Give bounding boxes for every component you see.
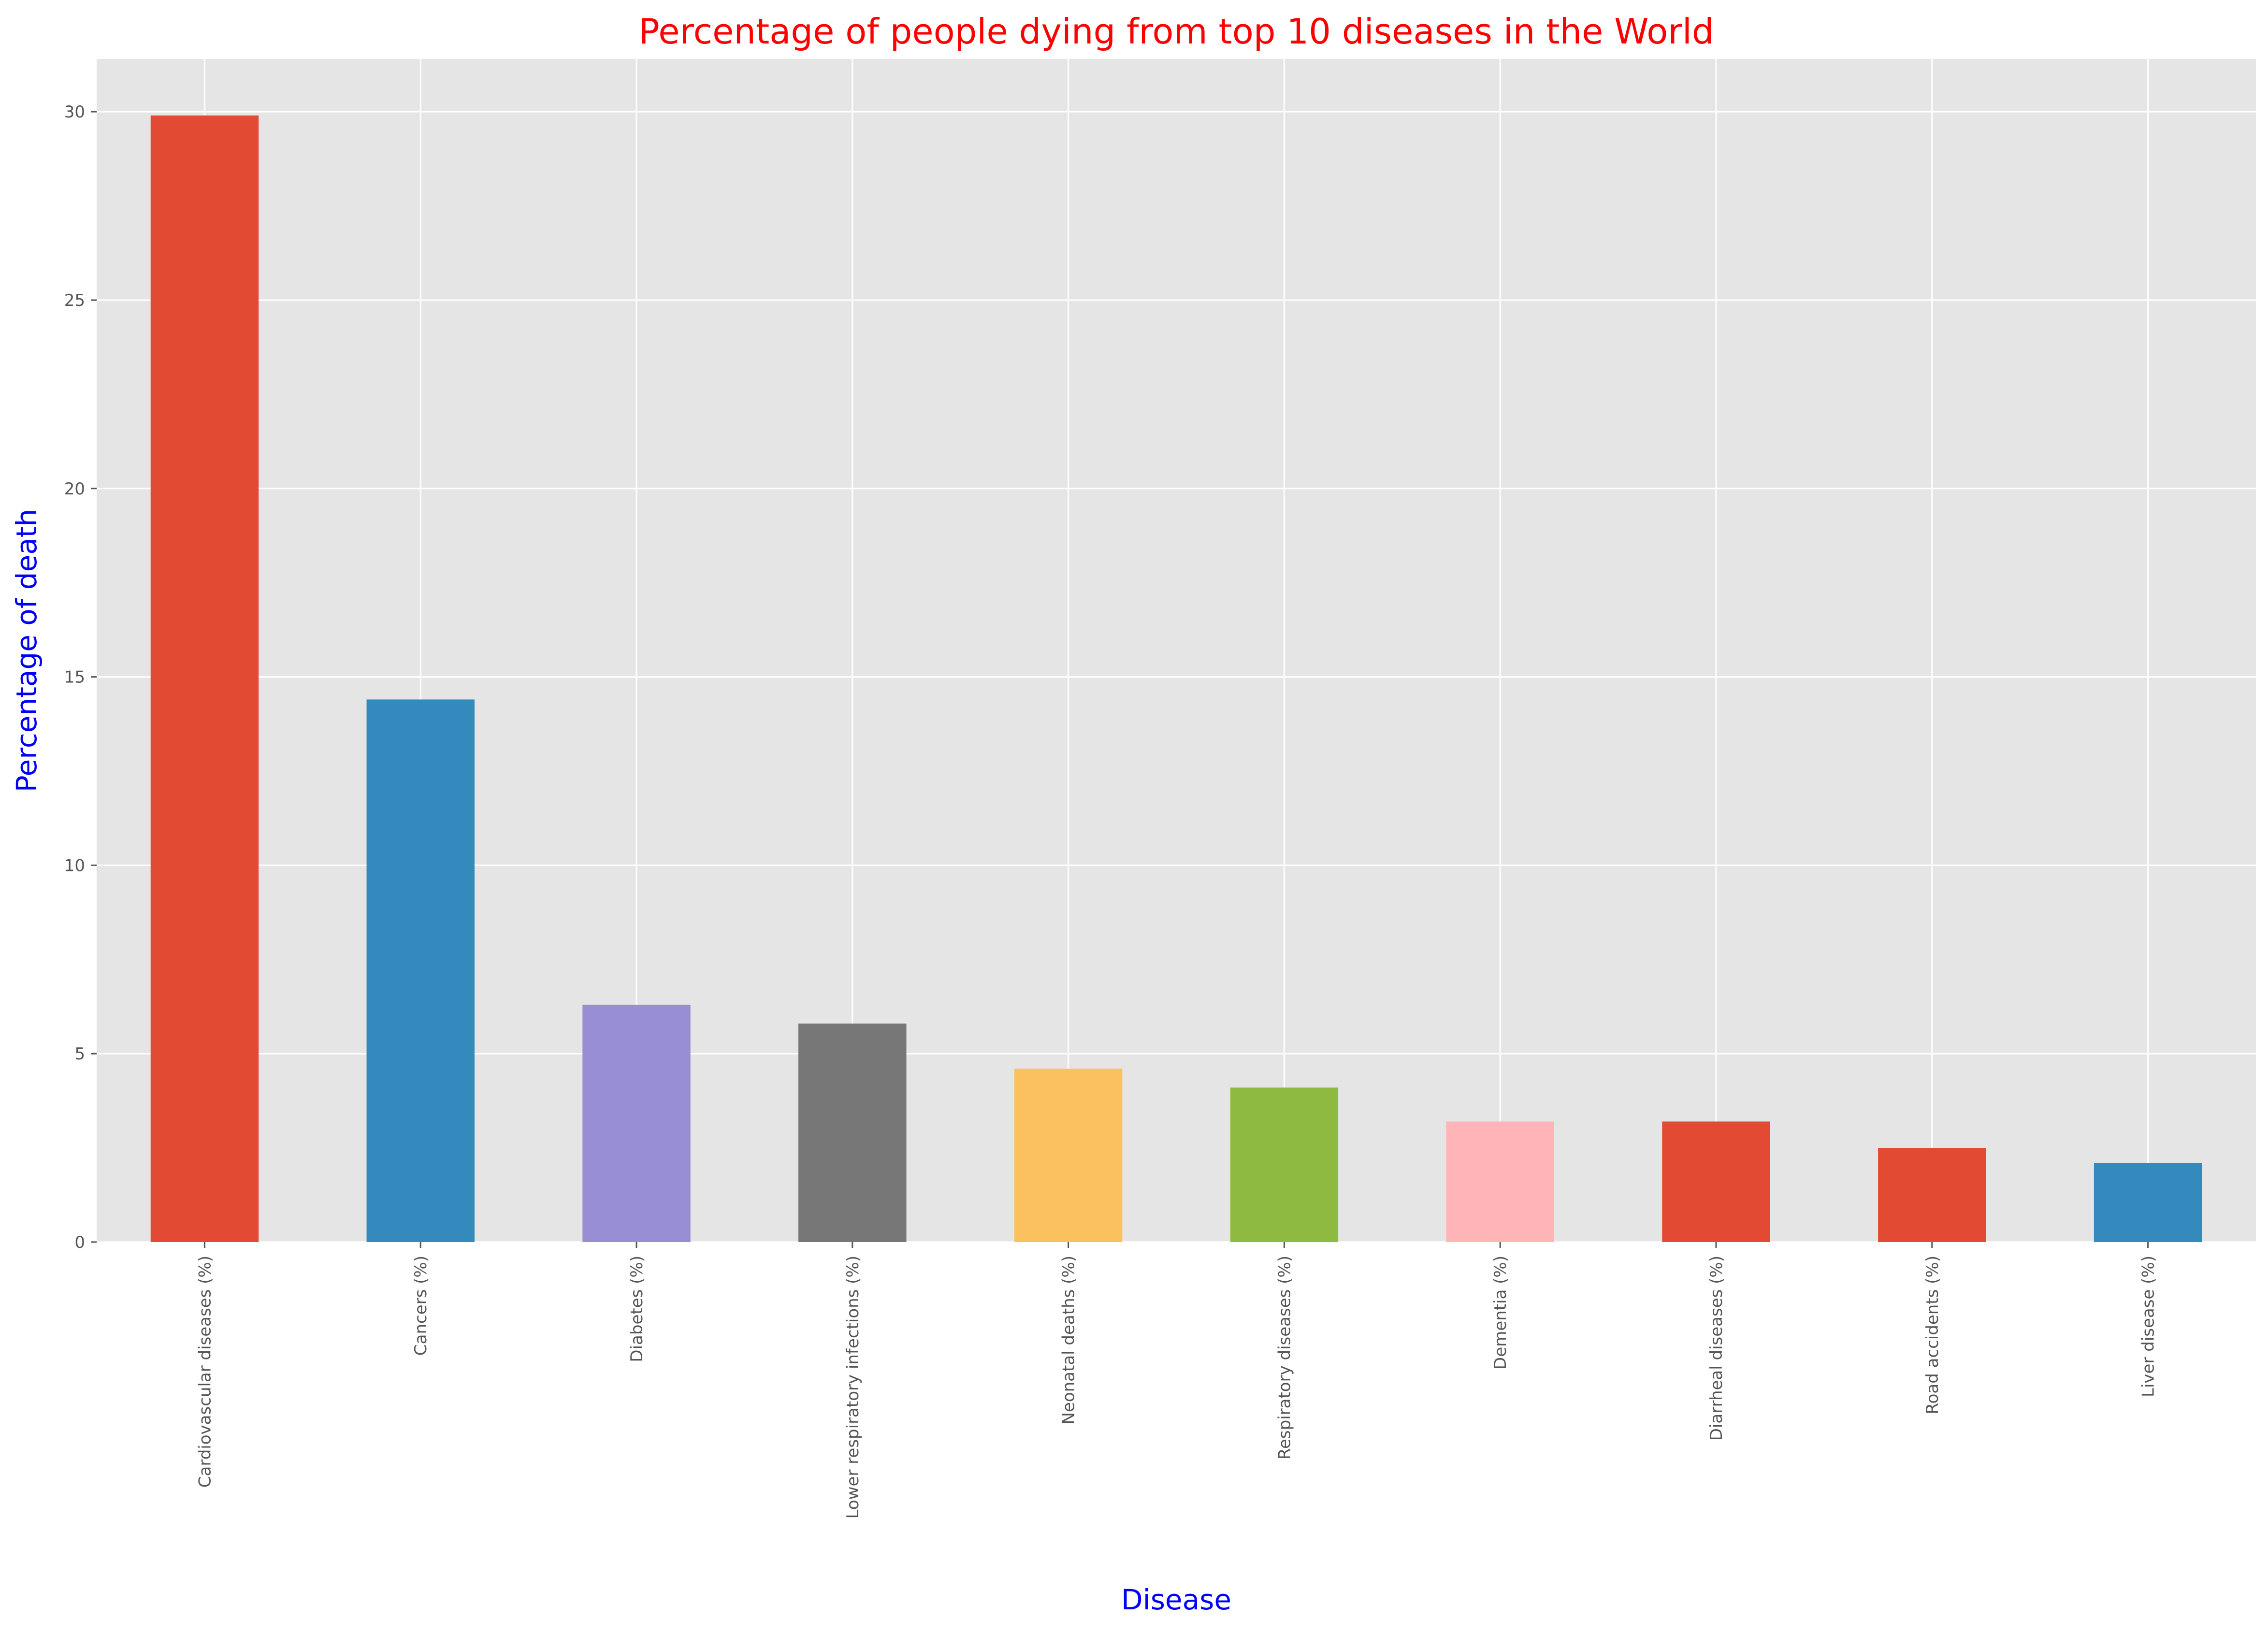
y-tick-label: 5 [74,1044,85,1064]
bar [1446,1121,1554,1242]
y-tick-label: 0 [74,1233,85,1252]
x-axis-title: Disease [1121,1583,1231,1616]
bar [798,1023,907,1242]
x-tick-label: Lower respiratory infections (%) [843,1256,863,1518]
x-tick-label: Dementia (%) [1491,1256,1510,1370]
bar [150,115,259,1243]
x-tick-label: Neonatal deaths (%) [1059,1256,1079,1425]
x-tick-label: Liver disease (%) [2139,1256,2158,1397]
x-tick-label: Diabetes (%) [627,1256,647,1362]
bars [150,115,2202,1243]
x-tick-label: Cardiovascular diseases (%) [195,1256,215,1488]
bar [366,699,475,1242]
bar [1878,1148,1986,1242]
y-tick-label: 25 [64,291,85,310]
y-tick-label: 20 [64,479,85,499]
chart-title: Percentage of people dying from top 10 d… [638,11,1714,52]
bar [582,1004,691,1242]
bar [1662,1121,1770,1242]
y-tick-label: 10 [64,856,85,875]
y-tick-label: 15 [64,668,85,687]
x-tick-label: Road accidents (%) [1923,1256,1942,1415]
x-tick-label: Respiratory diseases (%) [1275,1256,1294,1460]
bar [1014,1069,1123,1242]
x-tick-label: Cancers (%) [411,1256,431,1356]
bar [2094,1163,2202,1242]
x-axis-ticks: Cardiovascular diseases (%) Cancers (%) Di… [195,1242,2158,1518]
y-axis-title: Percentage of death [10,509,43,793]
y-tick-label: 30 [64,102,85,122]
x-tick-label: Diarrheal diseases (%) [1707,1256,1726,1441]
bar [1230,1087,1339,1242]
y-axis-ticks: 0 5 10 15 20 25 30 [64,102,97,1252]
